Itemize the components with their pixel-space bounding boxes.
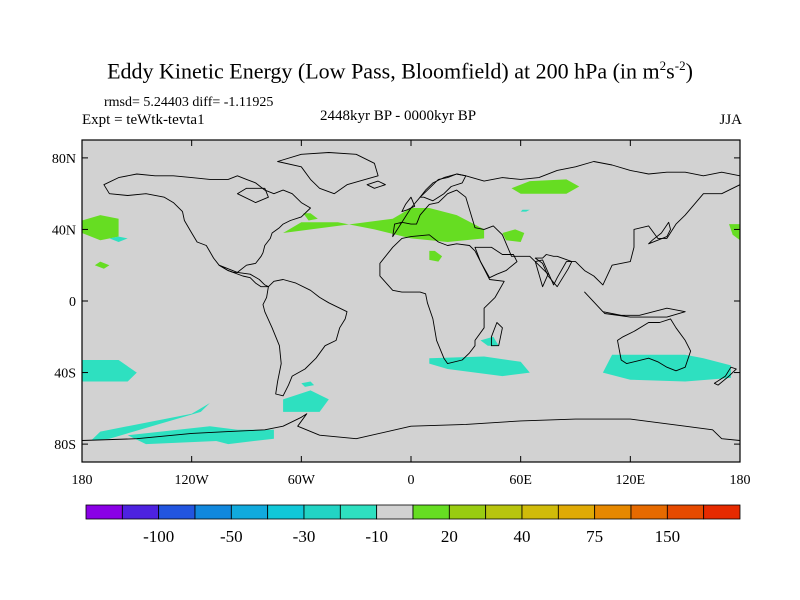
experiment-label: Expt = teWtk-tevta1 xyxy=(82,112,205,128)
colorbar-swatch xyxy=(630,504,668,520)
colorbar-swatch xyxy=(594,504,632,520)
colorbar-label: 75 xyxy=(586,527,603,546)
colorbar-label: -100 xyxy=(143,527,174,546)
anomaly-region-negative-12 xyxy=(283,390,329,412)
coastline-africa xyxy=(379,234,505,365)
x-tick-label: 180 xyxy=(72,473,93,488)
coastline-central-america xyxy=(218,264,269,288)
anomaly-region-positive-2 xyxy=(82,215,119,241)
x-tick-label: 60W xyxy=(288,473,316,488)
colorbar-swatch xyxy=(485,504,523,520)
y-tick-label: 80S xyxy=(54,438,76,453)
anomaly-region-positive-7 xyxy=(729,224,740,241)
anomaly-region-positive-5 xyxy=(429,250,443,262)
coastline-antarctica xyxy=(82,413,740,462)
period-label: 2448kyr BP - 0000kyr BP xyxy=(320,108,477,124)
colorbar-swatch xyxy=(85,504,123,520)
map-background xyxy=(82,140,740,462)
anomaly-region-negative-10 xyxy=(91,403,210,441)
coastline-greenland xyxy=(277,152,379,195)
anomaly-region-positive-3 xyxy=(94,261,110,269)
coastline-south-america xyxy=(262,279,348,397)
coastline-north-america xyxy=(103,173,311,273)
y-tick-label: 0 xyxy=(69,295,76,310)
colorbar-swatch xyxy=(194,504,232,520)
coastline-scandinavia xyxy=(419,173,467,202)
x-tick-label: 0 xyxy=(408,473,415,488)
stats-text: rmsd= 5.24403 diff= -1.11925 xyxy=(104,95,274,110)
coastline-hudson-bay xyxy=(236,187,269,204)
anomaly-region-negative-14 xyxy=(429,356,530,377)
coastline-britain xyxy=(401,196,416,213)
y-tick-label: 40S xyxy=(54,367,76,382)
colorbar-label: -30 xyxy=(293,527,316,546)
anomaly-region-negative-11 xyxy=(127,426,238,445)
colorbar-label: -50 xyxy=(220,527,243,546)
coastline-arabia xyxy=(474,246,518,279)
colorbar-label: 150 xyxy=(655,527,681,546)
anomaly-region-negative-13 xyxy=(200,429,274,445)
colorbar-swatch xyxy=(267,504,305,520)
colorbar-swatch xyxy=(666,504,705,520)
colorbar-label: 40 xyxy=(514,527,531,546)
chart-title: Eddy Kinetic Energy (Low Pass, Bloomfiel… xyxy=(107,58,693,84)
colorbar-swatch xyxy=(557,504,596,520)
anomaly-region-positive-4 xyxy=(502,229,525,242)
colorbar-swatch xyxy=(303,504,341,520)
coastline-new-zealand xyxy=(713,366,737,386)
coastline-iceland xyxy=(366,180,386,189)
x-tick-label: 60E xyxy=(509,473,532,488)
anomaly-region-positive-6 xyxy=(303,213,318,221)
x-tick-label: 120E xyxy=(616,473,646,488)
colorbar-swatch xyxy=(448,504,487,520)
anomaly-region-negative-9 xyxy=(82,360,137,382)
y-tick-label: 80N xyxy=(52,152,76,167)
anomaly-region-negative-15 xyxy=(480,336,499,346)
colorbar-swatch xyxy=(703,504,741,520)
colorbar-swatch xyxy=(521,504,559,520)
season-label: JJA xyxy=(719,112,742,128)
colorbar-label: 20 xyxy=(441,527,458,546)
colorbar-swatch xyxy=(339,504,378,520)
coastline-eurasia xyxy=(392,161,740,288)
coastline-india xyxy=(534,254,573,288)
colorbar-swatch xyxy=(121,504,160,520)
y-tick-label: 40N xyxy=(52,223,76,238)
colorbar-label: -10 xyxy=(365,527,388,546)
colorbar-swatch xyxy=(158,504,196,520)
colorbar-swatch xyxy=(230,504,269,520)
colorbar-swatch xyxy=(376,504,414,520)
anomaly-region-positive-1 xyxy=(511,179,580,194)
anomaly-region-negative-8 xyxy=(109,236,128,242)
coastline-australia xyxy=(617,318,692,372)
anomaly-region-negative-17 xyxy=(301,381,315,387)
anomaly-region-positive-0 xyxy=(283,208,485,242)
colorbar-swatch xyxy=(412,504,450,520)
x-tick-label: 180 xyxy=(730,473,751,488)
x-tick-label: 120W xyxy=(175,473,210,488)
coastline-indonesia xyxy=(584,291,686,318)
coastline-madagascar xyxy=(490,322,503,347)
coastline-japan xyxy=(648,221,671,245)
anomaly-region-negative-18 xyxy=(520,209,530,212)
